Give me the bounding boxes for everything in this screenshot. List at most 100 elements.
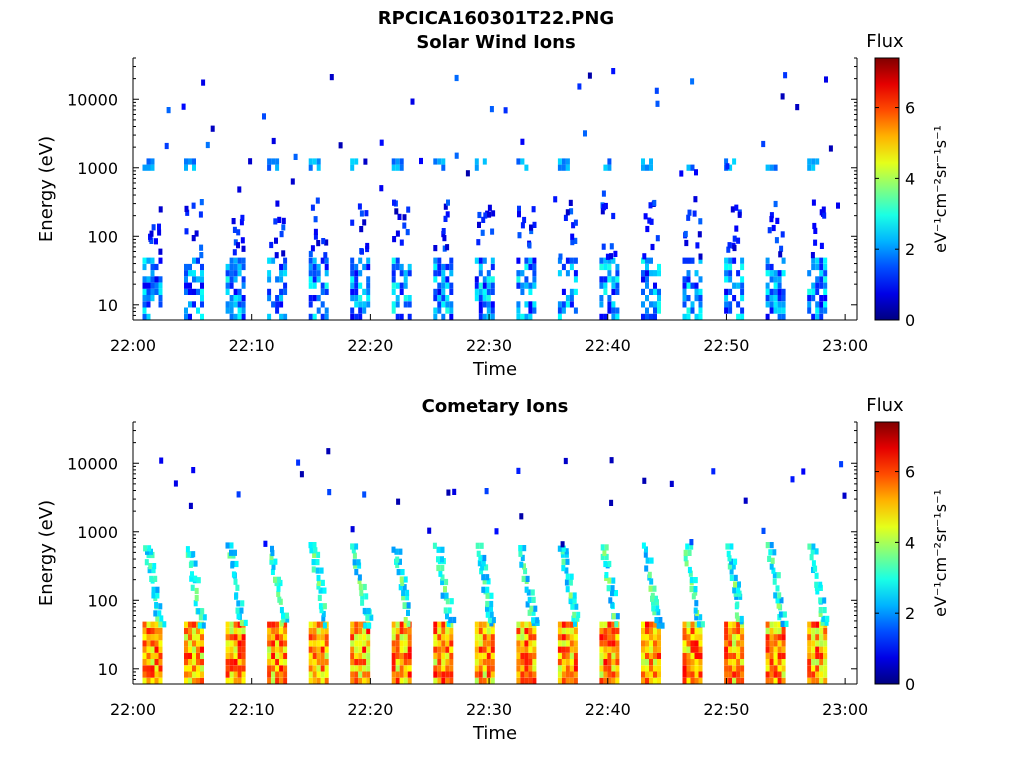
spectrogram-cell xyxy=(781,295,786,302)
spectrogram-cell xyxy=(603,634,608,641)
spectrogram-cell xyxy=(698,640,703,647)
spectrogram-cell xyxy=(395,677,400,684)
spectrogram-cell xyxy=(561,634,566,641)
spectrogram-cell xyxy=(366,652,371,659)
spectrogram-cell xyxy=(399,652,404,659)
spectrogram-cell xyxy=(225,634,230,641)
spectrogram-cell xyxy=(320,579,325,586)
spectrogram-cell xyxy=(607,627,612,635)
spectrogram-cell xyxy=(682,646,687,653)
spectrogram-cell xyxy=(811,677,816,684)
spectrogram-cell xyxy=(557,164,562,171)
spectrogram-cell xyxy=(657,665,661,672)
spectrogram-cell xyxy=(732,677,737,684)
spectrogram-cell xyxy=(142,640,147,647)
spectrogram-cell xyxy=(233,646,238,653)
spectrogram-cell xyxy=(698,276,703,283)
spectrogram-cell xyxy=(395,634,400,641)
spectrogram-cell xyxy=(241,671,246,678)
spectrogram-cell xyxy=(724,634,729,641)
spectrogram-cell xyxy=(276,585,281,592)
spectrogram-cell xyxy=(283,671,288,678)
spectrogram-cell xyxy=(565,295,570,302)
spectrogram-cell xyxy=(159,457,164,464)
spectrogram-cell xyxy=(308,301,313,308)
spectrogram-cell xyxy=(400,569,405,576)
spectrogram-cell xyxy=(391,621,396,628)
spectrogram-cell xyxy=(732,282,737,289)
spectrogram-cell xyxy=(154,602,159,609)
spectrogram-cell xyxy=(437,295,442,302)
spectrogram-cell xyxy=(655,599,659,606)
spectrogram-cell xyxy=(229,677,234,684)
spectrogram-cell xyxy=(225,263,230,271)
spectrogram-cell xyxy=(478,263,483,271)
spectrogram-cell xyxy=(819,313,824,320)
spectrogram-cell xyxy=(316,240,321,247)
spectrogram-cell xyxy=(641,542,646,549)
spectrogram-cell xyxy=(611,665,616,672)
spectrogram-cell xyxy=(698,295,703,302)
spectrogram-cell xyxy=(819,659,824,666)
spectrogram-cell xyxy=(144,559,149,566)
spectrogram-cell xyxy=(192,627,196,635)
spectrogram-cell xyxy=(236,242,240,249)
spectrogram-cell xyxy=(773,634,778,641)
spectrogram-cell xyxy=(192,652,196,659)
spectrogram-cell xyxy=(645,307,649,314)
spectrogram-cell xyxy=(532,270,537,277)
spectrogram-cell xyxy=(445,646,450,653)
spectrogram-cell xyxy=(350,288,355,295)
spectrogram-cell xyxy=(233,295,238,302)
spectrogram-cell xyxy=(607,276,612,283)
spectrogram-cell xyxy=(781,677,786,684)
colorbar-tick-label: 2 xyxy=(905,240,915,259)
spectrogram-cell xyxy=(645,164,649,171)
spectrogram-cell xyxy=(809,554,814,561)
spectrogram-cell xyxy=(611,652,616,659)
spectrogram-cell xyxy=(653,671,657,678)
spectrogram-cell xyxy=(525,575,530,582)
spectrogram-cell xyxy=(362,307,367,314)
spectrogram-cell xyxy=(569,621,574,628)
spectrogram-cell xyxy=(354,270,359,277)
spectrogram-cell xyxy=(531,206,536,213)
spectrogram-cell xyxy=(233,671,238,678)
spectrogram-cell xyxy=(611,659,616,666)
spectrogram-cell xyxy=(775,585,780,592)
spectrogram-cell xyxy=(557,301,562,308)
spectrogram-cell xyxy=(322,587,327,594)
spectrogram-cell xyxy=(528,627,533,635)
spectrogram-cell xyxy=(573,257,578,264)
spectrogram-cell xyxy=(407,295,412,302)
spectrogram-cell xyxy=(225,270,230,277)
spectrogram-cell xyxy=(324,270,329,277)
spectrogram-cell xyxy=(313,228,318,235)
spectrogram-cell xyxy=(615,282,620,289)
spectrogram-cell xyxy=(724,671,729,678)
spectrogram-cell xyxy=(324,652,329,659)
spectrogram-cell xyxy=(487,211,492,218)
spectrogram-cell xyxy=(241,301,246,308)
spectrogram-cell xyxy=(823,282,828,289)
x-tick-label: 22:50 xyxy=(703,336,749,355)
spectrogram-cell xyxy=(320,313,325,320)
spectrogram-cell xyxy=(188,502,193,509)
spectrogram-cell xyxy=(316,677,321,684)
spectrogram-cell xyxy=(354,652,359,659)
spectrogram-cell xyxy=(324,307,329,314)
spectrogram-cell xyxy=(465,170,470,177)
spectrogram-cell xyxy=(199,244,204,251)
spectrogram-cell xyxy=(445,244,450,251)
spectrogram-cell xyxy=(395,556,400,563)
spectrogram-cell xyxy=(350,282,355,289)
spectrogram-cell xyxy=(166,107,171,114)
spectrogram-cell xyxy=(685,543,690,550)
spectrogram-cell xyxy=(528,621,533,628)
spectrogram-cell xyxy=(728,164,733,171)
spectrogram-cell xyxy=(811,257,816,264)
spectrogram-cell xyxy=(427,527,432,534)
spectrogram-cell xyxy=(187,551,192,558)
spectrogram-cell xyxy=(399,640,404,647)
spectrogram-cell xyxy=(184,640,188,647)
